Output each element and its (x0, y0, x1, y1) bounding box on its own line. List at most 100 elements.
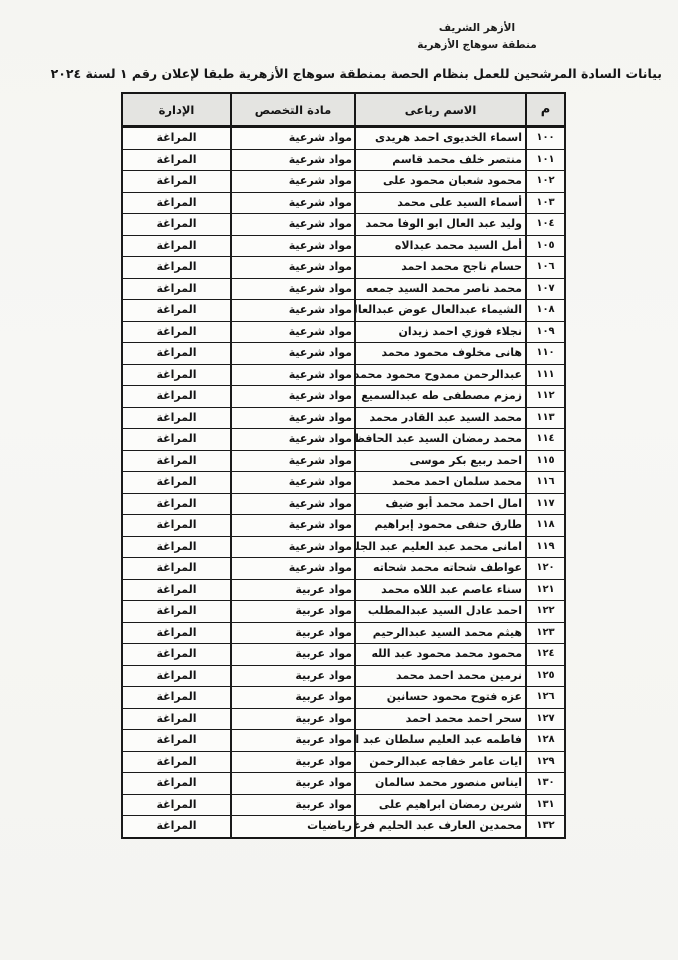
cell-name: احمد ربيع بكر موسى (354, 449, 527, 472)
cell-name: سناء عاصم عبد اللاه محمد (354, 578, 527, 601)
cell-name: محمود شعبان محمود على (354, 170, 527, 193)
cell-admin: المراغة (121, 793, 232, 816)
cell-name: نجلاء فوزي احمد زيدان (354, 320, 527, 343)
table-row: ١٠١ منتصر خلف محمد قاسم مواد شرعية المرا… (121, 148, 566, 171)
table-row: ١١٧ امال احمد محمد أبو ضيف مواد شرعية ال… (121, 492, 566, 515)
page-title: بيانات السادة المرشحين للعمل بنظام الحصة… (50, 66, 662, 81)
cell-admin: المراغة (121, 234, 232, 257)
cell-name: هانى مخلوف محمود محمد (354, 342, 527, 365)
cell-serial: ١٢٥ (525, 664, 566, 687)
cell-name: عواطف شحاته محمد شحاته (354, 557, 527, 580)
cell-admin: المراغة (121, 471, 232, 494)
cell-serial: ١١٦ (525, 471, 566, 494)
cell-admin: المراغة (121, 643, 232, 666)
header-subject: مادة التخصص (230, 92, 356, 128)
table-row: ١٣٢ محمدين العارف عبد الحليم فرغلى رياضي… (121, 815, 566, 838)
cell-name: امال احمد محمد أبو ضيف (354, 492, 527, 515)
table-row: ١١١ عبدالرحمن ممدوح محمود محمد مواد شرعي… (121, 363, 566, 386)
cell-admin: المراغة (121, 514, 232, 537)
cell-admin: المراغة (121, 772, 232, 795)
cell-admin: المراغة (121, 750, 232, 773)
org-header: الأزهر الشريف منطقة سوهاج الأزهرية (377, 20, 577, 54)
cell-admin: المراغة (121, 686, 232, 709)
cell-serial: ١٠٤ (525, 213, 566, 236)
cell-serial: ١٠٠ (525, 126, 566, 150)
cell-admin: المراغة (121, 600, 232, 623)
cell-serial: ١٢٠ (525, 557, 566, 580)
cell-subject: مواد شرعية (230, 492, 356, 515)
table-row: ١٢٥ نرمين محمد احمد محمد مواد عربية المر… (121, 664, 566, 687)
cell-name: حسام ناجح محمد احمد (354, 256, 527, 279)
cell-admin: المراغة (121, 449, 232, 472)
cell-name: فاطمه عبد العليم سلطان عبد النعيم (354, 729, 527, 752)
cell-serial: ١٠٦ (525, 256, 566, 279)
cell-subject: مواد عربية (230, 729, 356, 752)
cell-admin: المراغة (121, 320, 232, 343)
cell-subject: مواد عربية (230, 750, 356, 773)
cell-admin: المراغة (121, 664, 232, 687)
cell-serial: ١٠١ (525, 148, 566, 171)
table-row: ١٠٠ اسماء الخديوى احمد هريدى مواد شرعية … (121, 126, 566, 150)
cell-admin: المراغة (121, 213, 232, 236)
cell-admin: المراغة (121, 148, 232, 171)
cell-admin: المراغة (121, 428, 232, 451)
header-serial: م (525, 92, 566, 128)
header-name: الاسم رباعى (354, 92, 527, 128)
cell-subject: مواد عربية (230, 664, 356, 687)
cell-subject: مواد عربية (230, 793, 356, 816)
cell-admin: المراغة (121, 342, 232, 365)
table-row: ١٢٤ محمود محمد محمود عبد الله مواد عربية… (121, 643, 566, 666)
table-row: ١١٣ محمد السيد عبد القادر محمد مواد شرعي… (121, 406, 566, 429)
cell-admin: المراغة (121, 621, 232, 644)
cell-subject: مواد شرعية (230, 234, 356, 257)
cell-serial: ١٠٢ (525, 170, 566, 193)
cell-subject: مواد شرعية (230, 406, 356, 429)
cell-admin: المراغة (121, 277, 232, 300)
table-row: ١١٨ طارق حنفى محمود إبراهيم مواد شرعية ا… (121, 514, 566, 537)
cell-subject: مواد عربية (230, 686, 356, 709)
table-row: ١١٦ محمد سلمان احمد محمد مواد شرعية المر… (121, 471, 566, 494)
table-row: ١٠٥ أمل السيد محمد عبدالاه مواد شرعية ال… (121, 234, 566, 257)
cell-admin: المراغة (121, 535, 232, 558)
cell-subject: مواد عربية (230, 707, 356, 730)
cell-admin: المراغة (121, 729, 232, 752)
cell-subject: مواد شرعية (230, 385, 356, 408)
cell-subject: مواد شرعية (230, 170, 356, 193)
cell-subject: مواد شرعية (230, 363, 356, 386)
cell-serial: ١٠٥ (525, 234, 566, 257)
table-header-row: م الاسم رباعى مادة التخصص الإدارة (121, 92, 566, 128)
cell-subject: مواد شرعية (230, 277, 356, 300)
cell-subject: مواد شرعية (230, 320, 356, 343)
cell-subject: مواد شرعية (230, 299, 356, 322)
cell-name: سحر احمد محمد احمد (354, 707, 527, 730)
cell-serial: ١١٤ (525, 428, 566, 451)
cell-serial: ١١٩ (525, 535, 566, 558)
cell-admin: المراغة (121, 385, 232, 408)
table-row: ١١٥ احمد ربيع بكر موسى مواد شرعية المراغ… (121, 449, 566, 472)
cell-name: أسماء السيد على محمد (354, 191, 527, 214)
cell-serial: ١١٨ (525, 514, 566, 537)
cell-subject: مواد شرعية (230, 342, 356, 365)
cell-name: الشيماء عبدالعال عوض عبدالعال (354, 299, 527, 322)
cell-name: اسماء الخديوى احمد هريدى (354, 126, 527, 150)
table-row: ١٠٨ الشيماء عبدالعال عوض عبدالعال مواد ش… (121, 299, 566, 322)
cell-name: احمد عادل السيد عبدالمطلب (354, 600, 527, 623)
cell-name: وليد عبد العال ابو الوفا محمد (354, 213, 527, 236)
table-row: ١١٩ امانى محمد عبد العليم عبد الجليل موا… (121, 535, 566, 558)
cell-subject: رياضيات (230, 815, 356, 838)
cell-serial: ١١٠ (525, 342, 566, 365)
cell-serial: ١٢٧ (525, 707, 566, 730)
cell-subject: مواد شرعية (230, 471, 356, 494)
cell-serial: ١١٧ (525, 492, 566, 515)
cell-serial: ١٢١ (525, 578, 566, 601)
cell-serial: ١٣٢ (525, 815, 566, 838)
cell-admin: المراغة (121, 815, 232, 838)
cell-name: شرين رمضان ابراهيم على (354, 793, 527, 816)
cell-admin: المراغة (121, 707, 232, 730)
cell-subject: مواد عربية (230, 621, 356, 644)
cell-admin: المراغة (121, 299, 232, 322)
cell-name: زمزم مصطفى طه عبدالسميع (354, 385, 527, 408)
table-row: ١٠٢ محمود شعبان محمود على مواد شرعية الم… (121, 170, 566, 193)
table-row: ١٢٧ سحر احمد محمد احمد مواد عربية المراغ… (121, 707, 566, 730)
cell-name: محمد سلمان احمد محمد (354, 471, 527, 494)
